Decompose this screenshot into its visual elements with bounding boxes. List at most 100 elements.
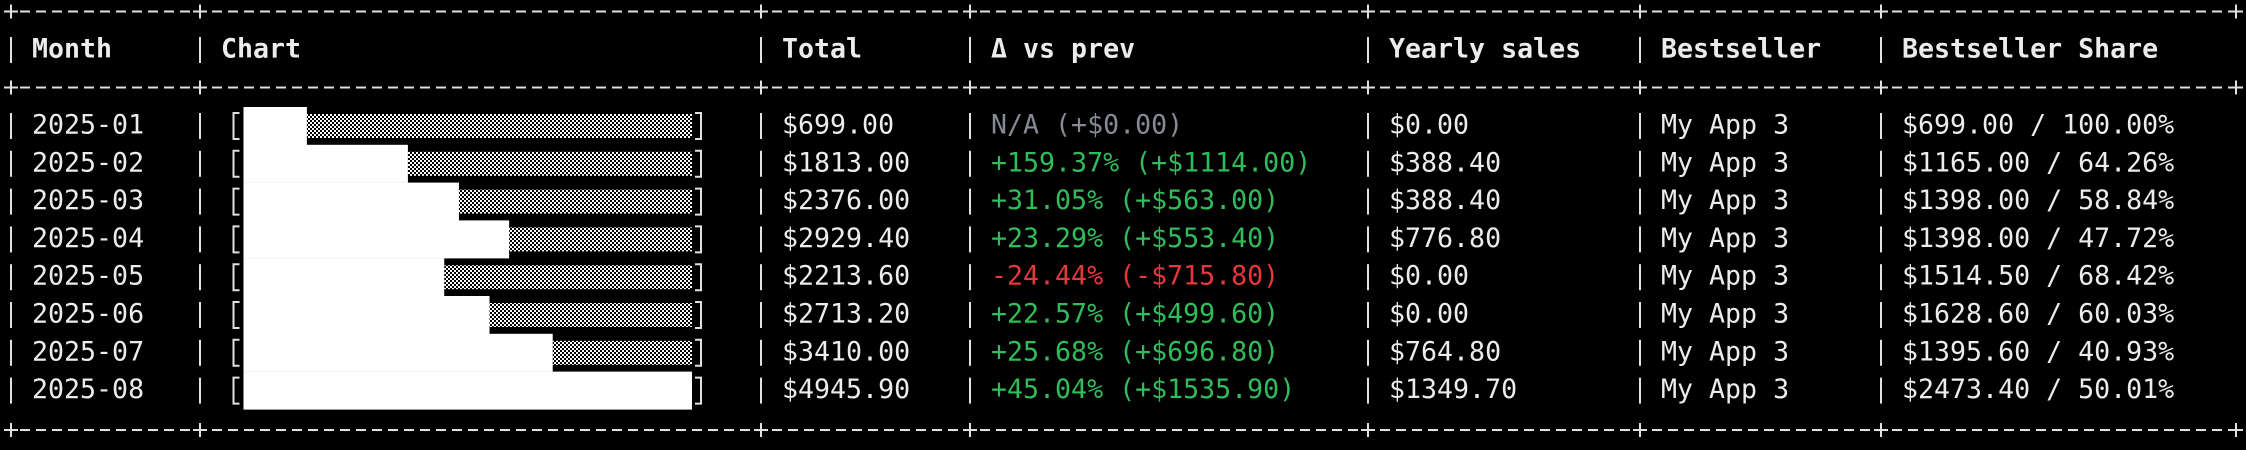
bestseller-cell: My App 3 [1661, 261, 1789, 292]
column-header: Bestseller [1661, 34, 1821, 65]
bracket [695, 263, 702, 292]
yearly-cell: $764.80 [1389, 336, 1501, 367]
bestseller-cell: My App 3 [1661, 336, 1789, 367]
bestseller-cell: My App 3 [1661, 147, 1789, 178]
share-cell: $1398.00 / 58.84% [1902, 185, 2174, 216]
total-cell: $699.00 [782, 110, 894, 141]
rule-cross [193, 4, 207, 19]
total-cell: $2213.60 [782, 261, 910, 292]
rule-cross [4, 80, 18, 95]
rule-cross [1361, 4, 1375, 19]
bestseller-cell: My App 3 [1661, 223, 1789, 254]
total-cell: $3410.00 [782, 336, 910, 367]
delta-cell: +22.57% (+$499.60) [991, 299, 1279, 330]
rule-cross [1361, 80, 1375, 95]
bracket [695, 149, 702, 178]
month-cell: 2025-07 [32, 336, 144, 367]
rule-cross [1633, 423, 1647, 437]
bar-remainder [444, 265, 692, 290]
share-cell: $1628.60 / 60.03% [1902, 299, 2174, 330]
bar-remainder [552, 340, 692, 365]
rule-cross [1874, 423, 1888, 437]
bar [243, 220, 510, 259]
month-cell: 2025-03 [32, 185, 144, 216]
column-header: Chart [221, 34, 301, 65]
bracket [232, 187, 240, 216]
column-header: Yearly sales [1389, 34, 1581, 65]
total-cell: $1813.00 [782, 147, 910, 178]
delta-cell: -24.44% (-$715.80) [991, 261, 1279, 292]
share-cell: $2473.40 / 50.01% [1902, 374, 2174, 405]
bracket [695, 376, 702, 405]
column-header: Total [782, 34, 862, 65]
bracket [695, 338, 702, 367]
bracket [232, 301, 240, 329]
yearly-cell: $388.40 [1389, 185, 1501, 216]
month-cell: 2025-02 [32, 147, 144, 178]
share-cell: $1514.50 / 68.42% [1902, 261, 2174, 292]
yearly-cell: $388.40 [1389, 147, 1501, 178]
total-cell: $2376.00 [782, 185, 910, 216]
rule-cross [193, 80, 207, 95]
yearly-cell: $0.00 [1389, 110, 1469, 141]
rule-cross [963, 80, 977, 95]
bar-remainder [458, 189, 692, 214]
rule-cross [754, 4, 768, 19]
rule-cross [1874, 4, 1888, 19]
bracket [232, 149, 240, 178]
total-cell: $2713.20 [782, 299, 910, 330]
rule-cross [1633, 4, 1647, 19]
rule-cross [1361, 423, 1375, 437]
bar-remainder [407, 151, 692, 176]
column-header: Month [32, 34, 112, 65]
bar [243, 333, 553, 372]
delta-cell: +25.68% (+$696.80) [991, 336, 1279, 367]
delta-cell: +31.05% (+$563.00) [991, 185, 1279, 216]
bestseller-cell: My App 3 [1661, 110, 1789, 141]
column-header: Bestseller Share [1902, 34, 2158, 65]
yearly-cell: $776.80 [1389, 223, 1501, 254]
rule-cross [963, 4, 977, 19]
rule-cross [754, 80, 768, 95]
bracket [232, 338, 240, 367]
rule-cross [2229, 80, 2243, 95]
month-cell: 2025-04 [32, 223, 144, 254]
rule-cross [1874, 80, 1888, 95]
month-cell: 2025-08 [32, 374, 144, 405]
bracket [232, 263, 240, 292]
yearly-cell: $0.00 [1389, 261, 1469, 292]
bar [243, 182, 459, 221]
bar [243, 258, 445, 297]
share-cell: $699.00 / 100.00% [1902, 110, 2174, 141]
delta-cell: +45.04% (+$1535.90) [991, 374, 1295, 405]
bar [243, 144, 408, 183]
rule-cross [193, 423, 207, 437]
rule-cross [4, 4, 18, 19]
share-cell: $1395.60 / 40.93% [1902, 336, 2174, 367]
bestseller-cell: My App 3 [1661, 299, 1789, 330]
bracket [695, 112, 702, 140]
bar-remainder [489, 303, 692, 327]
rule-cross [1633, 80, 1647, 95]
total-cell: $4945.90 [782, 374, 910, 405]
bestseller-cell: My App 3 [1661, 374, 1789, 405]
delta-cell: +159.37% (+$1114.00) [991, 147, 1311, 178]
rule-cross [2229, 4, 2243, 19]
rule-cross [4, 423, 18, 437]
bracket [695, 301, 702, 329]
bar-remainder [306, 114, 692, 138]
share-cell: $1398.00 / 47.72% [1902, 223, 2174, 254]
rule-cross [754, 423, 768, 437]
bar [243, 371, 692, 410]
bestseller-cell: My App 3 [1661, 185, 1789, 216]
bracket [232, 376, 240, 405]
month-cell: 2025-05 [32, 261, 144, 292]
month-cell: 2025-06 [32, 299, 144, 330]
bar [243, 107, 307, 145]
bracket [232, 112, 240, 140]
yearly-cell: $1349.70 [1389, 374, 1517, 405]
month-cell: 2025-01 [32, 110, 144, 141]
bracket [695, 187, 702, 216]
delta-cell: N/A (+$0.00) [991, 110, 1183, 141]
